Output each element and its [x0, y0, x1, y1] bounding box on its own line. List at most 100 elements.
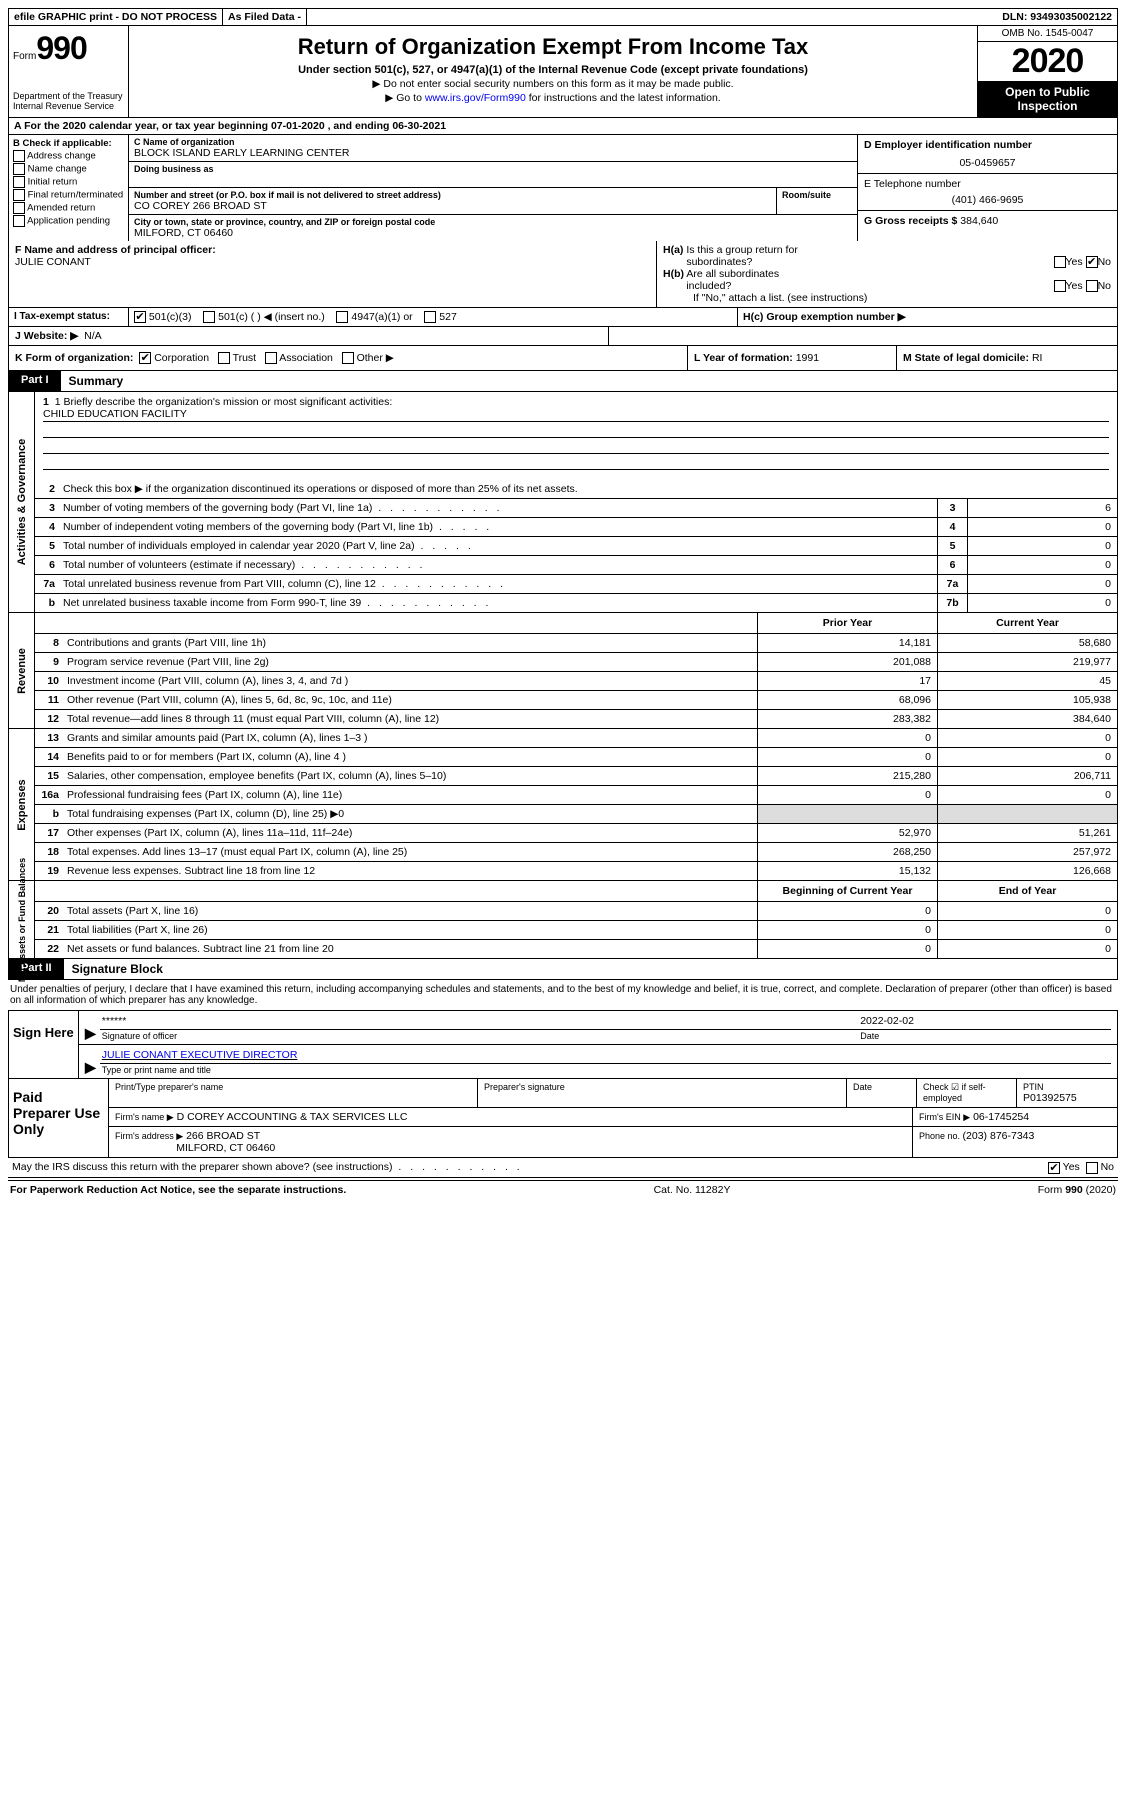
table-row: 14Benefits paid to or for members (Part …	[35, 748, 1117, 767]
street-address: CO COREY 266 BROAD ST	[134, 200, 771, 212]
table-row: 9Program service revenue (Part VIII, lin…	[35, 653, 1117, 672]
row-i-status: I Tax-exempt status: ✔ 501(c)(3) 501(c) …	[8, 308, 1118, 327]
mission-block: 1 1 Briefly describe the organization's …	[35, 392, 1117, 480]
org-name: BLOCK ISLAND EARLY LEARNING CENTER	[134, 147, 852, 159]
table-row: 15Salaries, other compensation, employee…	[35, 767, 1117, 786]
form-header: Form990 Department of the Treasury Inter…	[8, 26, 1118, 118]
header-left: Form990 Department of the Treasury Inter…	[9, 26, 129, 117]
cb-initial-return[interactable]: Initial return	[13, 176, 124, 188]
dept-treasury: Department of the Treasury	[13, 91, 124, 101]
state-domicile: RI	[1032, 352, 1043, 364]
part1-header: Part I Summary	[8, 371, 1118, 392]
cb-assoc[interactable]	[265, 352, 277, 364]
form-title: Return of Organization Exempt From Incom…	[137, 34, 969, 60]
form-subtitle: Under section 501(c), 527, or 4947(a)(1)…	[137, 64, 969, 76]
ptin: P01392575	[1023, 1092, 1111, 1104]
page-footer: For Paperwork Reduction Act Notice, see …	[8, 1180, 1118, 1199]
efile-notice: efile GRAPHIC print - DO NOT PROCESS	[9, 9, 223, 25]
cb-corp[interactable]: ✔	[139, 352, 151, 364]
form-note-2: ▶ Go to www.irs.gov/Form990 for instruct…	[137, 92, 969, 104]
row-k-l-m: K Form of organization: ✔ Corporation Tr…	[8, 346, 1118, 371]
cb-527[interactable]	[424, 311, 436, 323]
col-b-checkboxes: B Check if applicable: Address change Na…	[9, 135, 129, 241]
cb-amended[interactable]: Amended return	[13, 202, 124, 214]
cb-501c3[interactable]: ✔	[134, 311, 146, 323]
firm-name: D COREY ACCOUNTING & TAX SERVICES LLC	[177, 1111, 408, 1123]
side-label-gov: Activities & Governance	[16, 439, 28, 566]
table-row: 20Total assets (Part X, line 16)00	[35, 902, 1117, 921]
cb-name-change[interactable]: Name change	[13, 163, 124, 175]
cb-trust[interactable]	[218, 352, 230, 364]
irs-link[interactable]: www.irs.gov/Form990	[425, 92, 526, 104]
sign-here-block: Sign Here ▶ ****** Signature of officer …	[8, 1010, 1118, 1079]
table-row: 21Total liabilities (Part X, line 26)00	[35, 921, 1117, 940]
v3: 6	[967, 499, 1117, 517]
open-to-public: Open to Public Inspection	[978, 81, 1117, 117]
row-a-period: A For the 2020 calendar year, or tax yea…	[8, 118, 1118, 135]
v4: 0	[967, 518, 1117, 536]
side-label-expenses: Expenses	[16, 779, 28, 830]
hc-group-exemption: H(c) Group exemption number ▶	[743, 311, 906, 323]
dept-irs: Internal Revenue Service	[13, 101, 124, 111]
box-dba: Doing business as	[129, 162, 857, 188]
signature-intro: Under penalties of perjury, I declare th…	[8, 980, 1118, 1010]
year-formation: 1991	[796, 352, 819, 364]
box-d-ein: D Employer identification number 05-0459…	[858, 135, 1117, 174]
ein-value: 05-0459657	[864, 151, 1111, 169]
part2-header: Part II Signature Block	[8, 959, 1118, 980]
cb-application-pending[interactable]: Application pending	[13, 215, 124, 227]
box-c-name: C Name of organization BLOCK ISLAND EARL…	[129, 135, 857, 162]
paid-preparer-block: Paid Preparer Use Only Print/Type prepar…	[8, 1079, 1118, 1158]
mission-text: CHILD EDUCATION FACILITY	[43, 408, 1109, 422]
cb-irs-yes[interactable]: ✔	[1048, 1162, 1060, 1174]
table-row: bTotal fundraising expenses (Part IX, co…	[35, 805, 1117, 824]
sign-date: 2022-02-02	[858, 1013, 1111, 1030]
firm-ein: 06-1745254	[973, 1111, 1029, 1123]
city-state-zip: MILFORD, CT 06460	[134, 227, 852, 239]
dln: DLN: 93493035002122	[997, 9, 1117, 25]
side-label-revenue: Revenue	[16, 648, 28, 694]
cb-4947[interactable]	[336, 311, 348, 323]
table-row: 16aProfessional fundraising fees (Part I…	[35, 786, 1117, 805]
col-d-g: D Employer identification number 05-0459…	[857, 135, 1117, 241]
table-row: 17Other expenses (Part IX, column (A), l…	[35, 824, 1117, 843]
expenses-section: Expenses 13Grants and similar amounts pa…	[8, 729, 1118, 881]
officer-signature: ******	[100, 1013, 858, 1030]
gross-receipts: 384,640	[960, 215, 998, 227]
table-row: 13Grants and similar amounts paid (Part …	[35, 729, 1117, 748]
phone-value: (401) 466-9695	[864, 190, 1111, 206]
firm-phone: (203) 876-7343	[963, 1130, 1035, 1142]
table-row: 19Revenue less expenses. Subtract line 1…	[35, 862, 1117, 880]
entity-block: B Check if applicable: Address change Na…	[8, 135, 1118, 241]
as-filed: As Filed Data -	[223, 9, 307, 25]
row-j-website: J Website: ▶ N/A	[8, 327, 1118, 346]
box-f-officer: F Name and address of principal officer:…	[9, 241, 657, 307]
cb-501c[interactable]	[203, 311, 215, 323]
row-f-h: F Name and address of principal officer:…	[8, 241, 1118, 308]
v7b: 0	[967, 594, 1117, 612]
table-row: 22Net assets or fund balances. Subtract …	[35, 940, 1117, 958]
revenue-section: Revenue Prior YearCurrent Year 8Contribu…	[8, 613, 1118, 729]
box-g-receipts: G Gross receipts $ 384,640	[858, 211, 1117, 231]
table-row: 12Total revenue—add lines 8 through 11 (…	[35, 710, 1117, 728]
header-mid: Return of Organization Exempt From Incom…	[129, 26, 977, 117]
top-bar: efile GRAPHIC print - DO NOT PROCESS As …	[8, 8, 1118, 26]
table-row: 11Other revenue (Part VIII, column (A), …	[35, 691, 1117, 710]
net-assets-section: Net Assets or Fund Balances Beginning of…	[8, 881, 1118, 959]
cb-irs-no[interactable]	[1086, 1162, 1098, 1174]
tax-year: 2020	[978, 42, 1117, 81]
cb-final-return[interactable]: Final return/terminated	[13, 189, 124, 201]
cb-other[interactable]	[342, 352, 354, 364]
v7a: 0	[967, 575, 1117, 593]
col-c-f: C Name of organization BLOCK ISLAND EARL…	[129, 135, 857, 241]
col-b-title: B Check if applicable:	[13, 138, 124, 149]
firm-addr2: MILFORD, CT 06460	[176, 1142, 275, 1154]
cb-address-change[interactable]: Address change	[13, 150, 124, 162]
box-h: H(a) Is this a group return for subordin…	[657, 241, 1117, 307]
form-number: 990	[36, 30, 86, 66]
irs-discuss-row: May the IRS discuss this return with the…	[8, 1158, 1118, 1177]
activities-governance: Activities & Governance 1 1 Briefly desc…	[8, 392, 1118, 613]
officer-name: JULIE CONANT	[15, 256, 650, 268]
officer-name-link[interactable]: JULIE CONANT EXECUTIVE DIRECTOR	[102, 1049, 298, 1061]
v6: 0	[967, 556, 1117, 574]
